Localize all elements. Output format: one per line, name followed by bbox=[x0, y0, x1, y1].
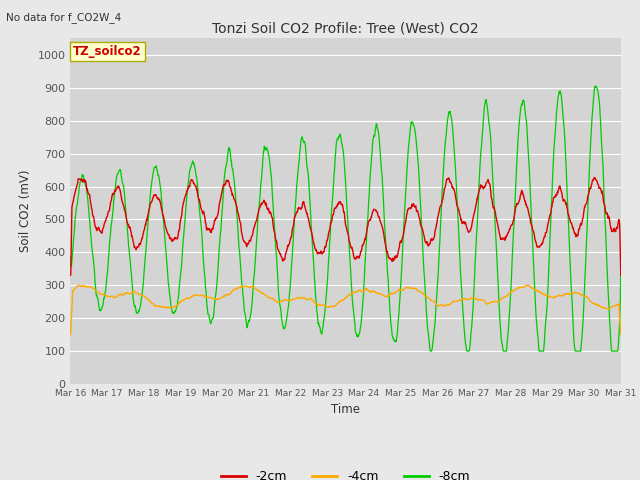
Text: TZ_soilco2: TZ_soilco2 bbox=[73, 45, 142, 58]
Title: Tonzi Soil CO2 Profile: Tree (West) CO2: Tonzi Soil CO2 Profile: Tree (West) CO2 bbox=[212, 22, 479, 36]
X-axis label: Time: Time bbox=[331, 403, 360, 417]
Legend: -2cm, -4cm, -8cm: -2cm, -4cm, -8cm bbox=[216, 465, 476, 480]
Y-axis label: Soil CO2 (mV): Soil CO2 (mV) bbox=[19, 170, 32, 252]
Text: No data for f_CO2W_4: No data for f_CO2W_4 bbox=[6, 12, 122, 23]
